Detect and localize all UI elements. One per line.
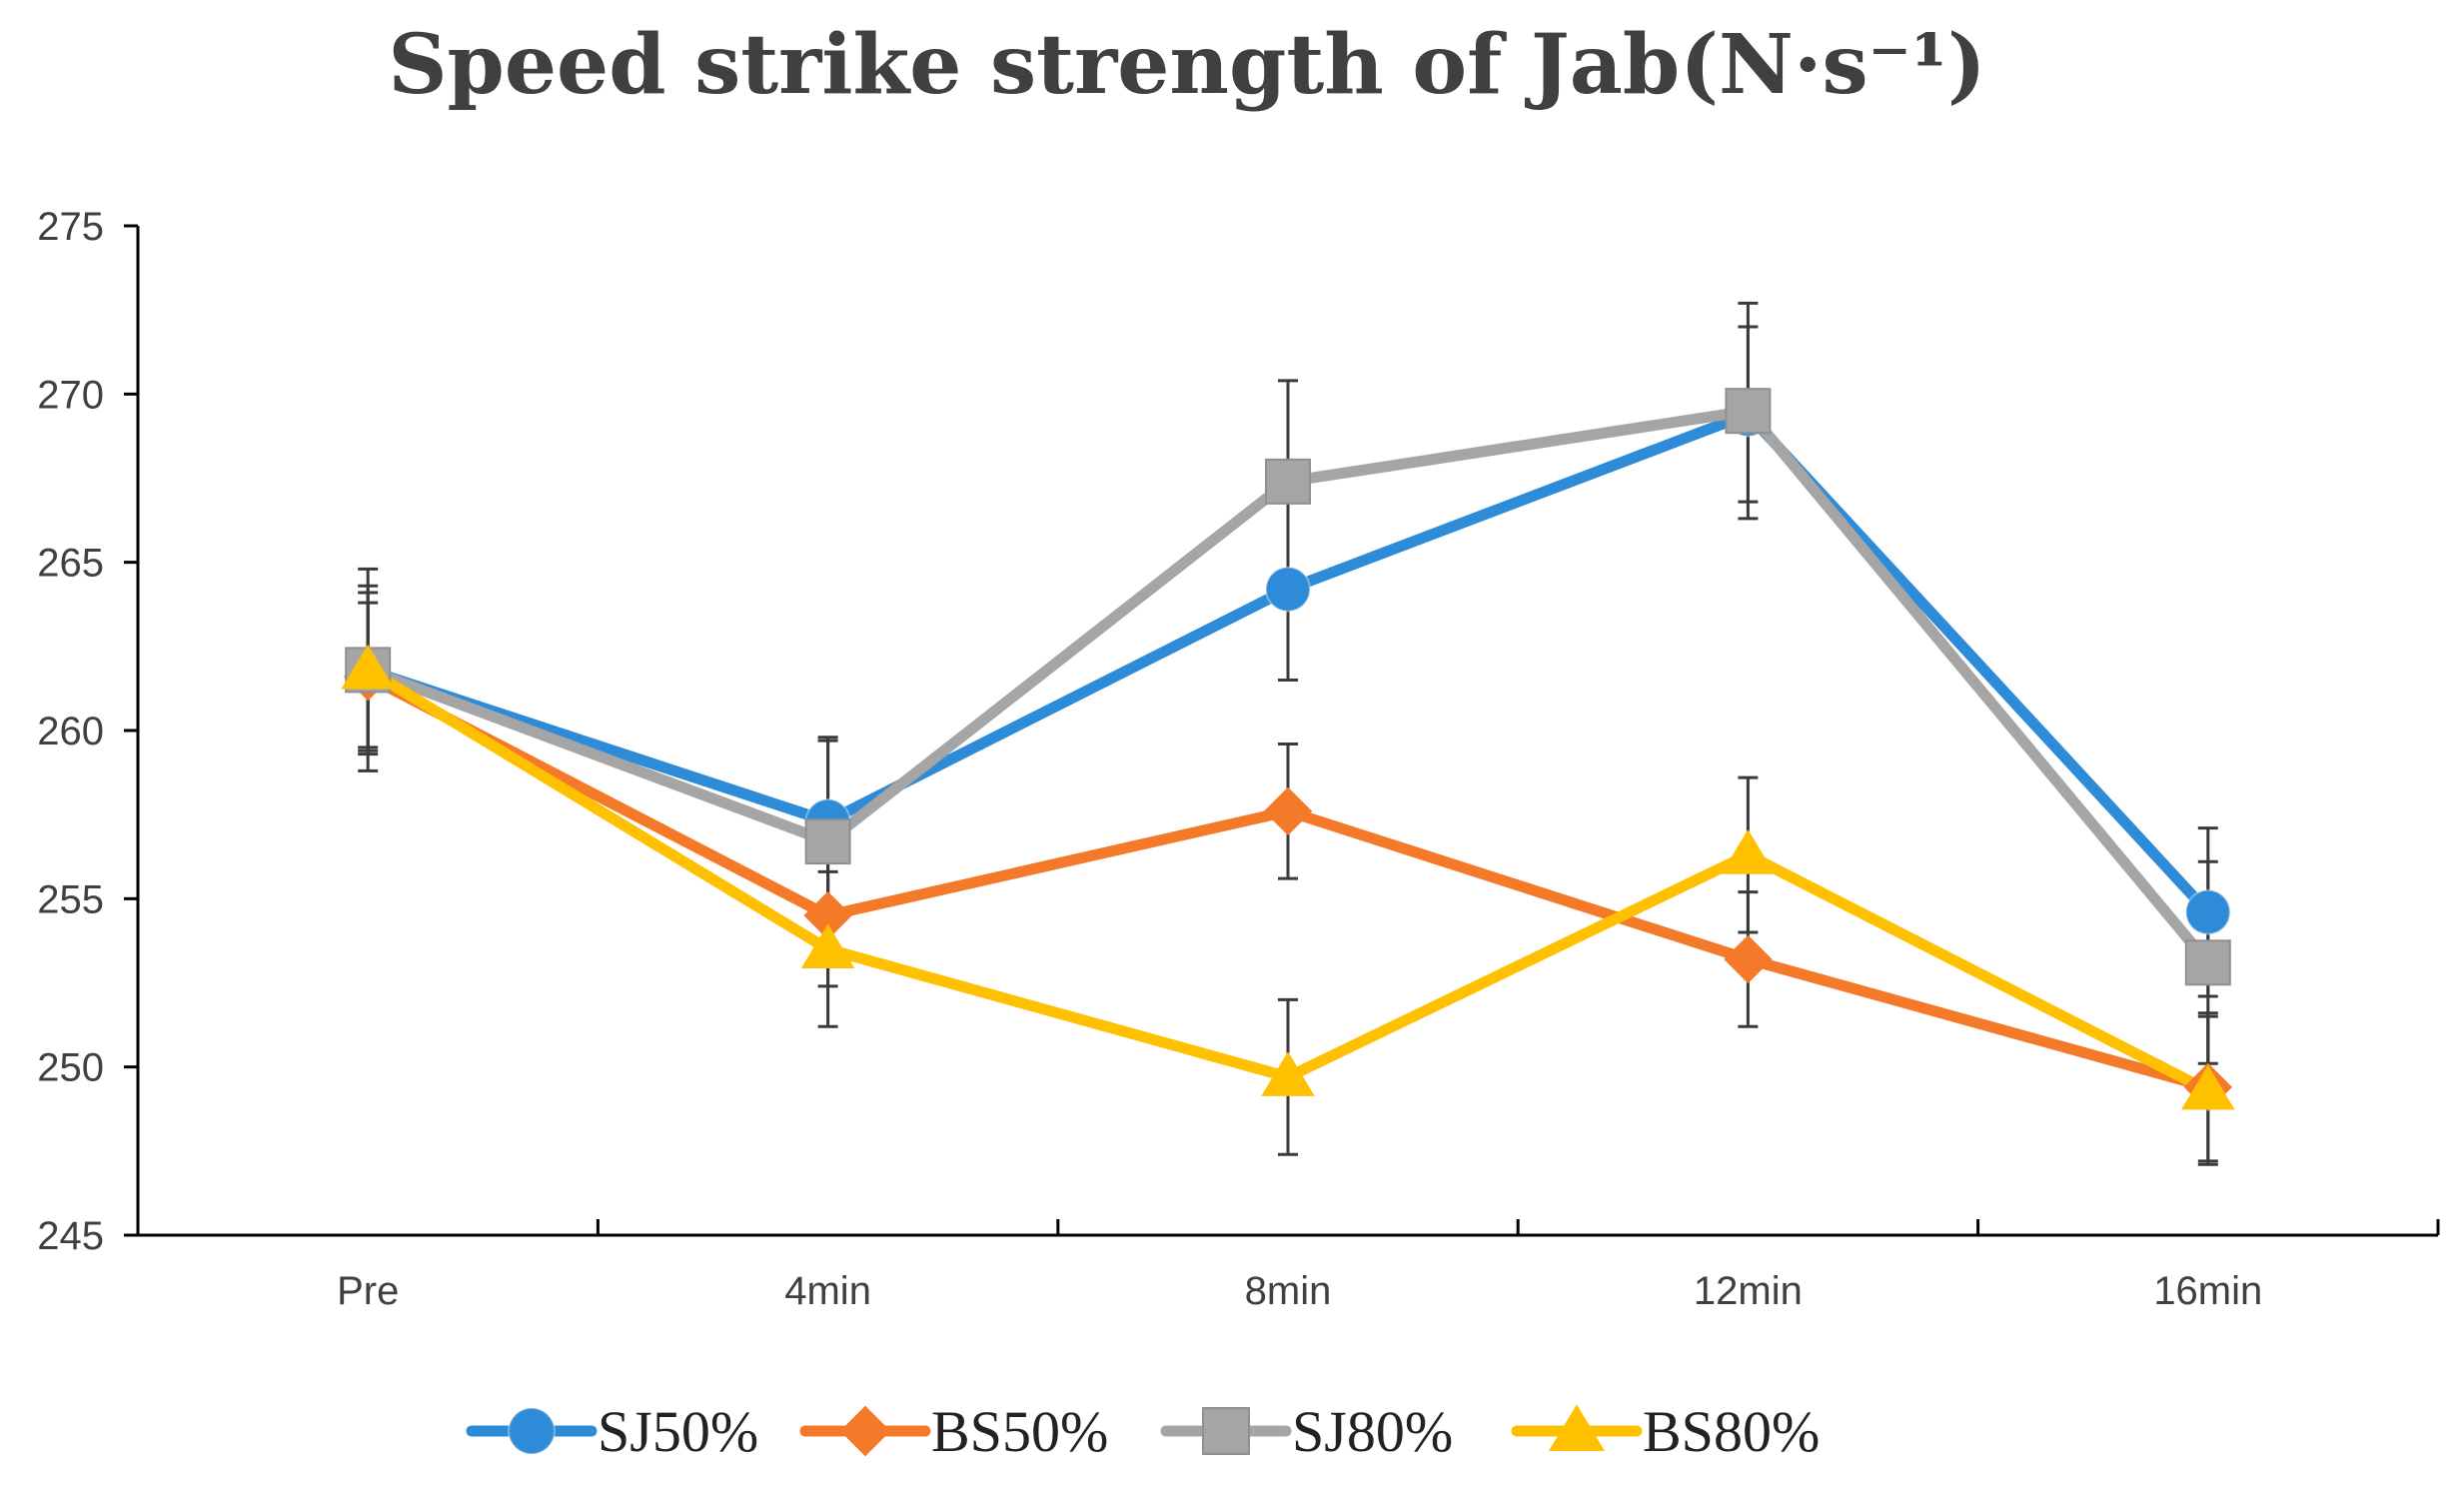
- legend-marker: [1202, 1407, 1250, 1455]
- legend-marker: [508, 1407, 556, 1455]
- data-point: [800, 923, 855, 968]
- chart-title: Speed strike strength of Jab(N·s⁻¹): [388, 17, 1985, 113]
- x-tick-label: Pre: [337, 1269, 399, 1313]
- legend-item: BS80%: [1511, 1399, 1820, 1464]
- x-tick-label: 12min: [1694, 1269, 1803, 1313]
- data-point: [341, 644, 395, 690]
- y-tick-label: 245: [37, 1214, 104, 1258]
- legend-marker: [839, 1405, 891, 1457]
- data-point: [1725, 388, 1772, 435]
- data-point: [1265, 458, 1311, 505]
- y-tick-label: 260: [37, 710, 104, 753]
- legend-label: BS80%: [1643, 1399, 1820, 1464]
- data-point: [1261, 1051, 1315, 1096]
- legend-label: SJ50%: [598, 1399, 758, 1464]
- data-point: [2184, 939, 2231, 986]
- data-point: [1265, 566, 1311, 613]
- legend-label: BS50%: [931, 1399, 1108, 1464]
- x-tick-label: 4min: [784, 1269, 871, 1313]
- error-bars: [358, 301, 2218, 1166]
- legend-item: SJ50%: [466, 1399, 758, 1464]
- legend: SJ50% BS50% SJ80% BS80%: [466, 1399, 1820, 1464]
- data-point: [1263, 786, 1313, 835]
- y-tick-label: 270: [37, 373, 104, 417]
- data-point: [1724, 934, 1773, 984]
- legend-item: BS50%: [799, 1399, 1108, 1464]
- axes: 245 250 255 260 265 270 275 Pre 4min 8min 12min 16m…: [37, 205, 2440, 1313]
- legend-label: SJ80%: [1292, 1399, 1453, 1464]
- data-point: [2184, 888, 2231, 935]
- data-point: [2181, 1064, 2235, 1110]
- x-tick-label: 16min: [2153, 1269, 2262, 1313]
- legend-marker: [1548, 1404, 1606, 1452]
- data-point: [1721, 829, 1776, 874]
- data-point: [803, 890, 852, 940]
- legend-item: SJ80%: [1160, 1399, 1453, 1464]
- x-tick-label: 8min: [1245, 1269, 1332, 1313]
- series-markers: [341, 388, 2235, 1112]
- data-point: [804, 818, 851, 865]
- y-tick-label: 250: [37, 1046, 104, 1090]
- y-tick-label: 265: [37, 542, 104, 586]
- y-tick-label: 255: [37, 877, 104, 921]
- y-tick-label: 275: [37, 205, 104, 249]
